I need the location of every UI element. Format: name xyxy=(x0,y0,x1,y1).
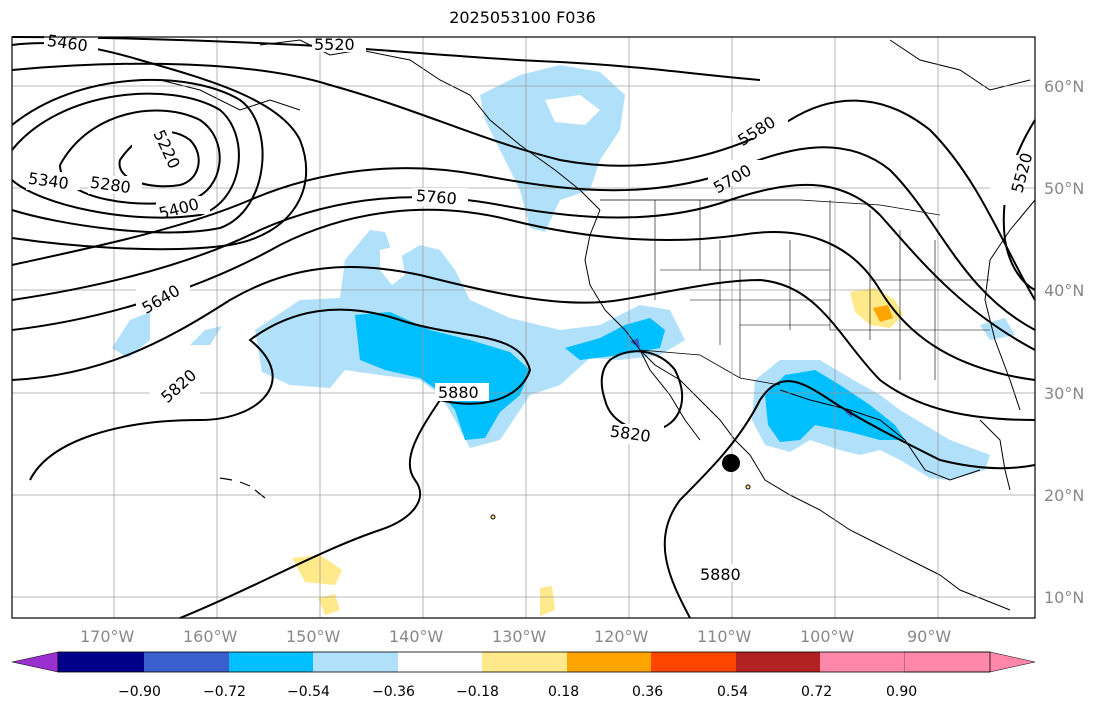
contour-layer xyxy=(11,36,1036,619)
lat-label: 60°N xyxy=(1044,77,1085,96)
shade-light-blue-east xyxy=(980,318,1015,340)
lon-label: 160°W xyxy=(183,627,238,646)
contour-5280 xyxy=(59,109,221,205)
islands-hawaii xyxy=(219,477,266,499)
colorbar-tick: 0.72 xyxy=(801,684,833,700)
colorbar-bin xyxy=(144,652,229,672)
shade-light-blue-west2 xyxy=(190,326,222,345)
contour-5520-east xyxy=(1002,119,1036,291)
colorbar xyxy=(11,651,1036,673)
colorbar-tick: 0.54 xyxy=(717,684,749,700)
colorbar-tick: 0.90 xyxy=(886,684,918,700)
shade-light-blue-west xyxy=(112,312,150,358)
lon-label: 100°W xyxy=(800,627,855,646)
gridlines xyxy=(12,37,1035,618)
shade-yellow-hawaii2 xyxy=(318,594,340,615)
colorbar-bin xyxy=(229,652,313,672)
map-frame xyxy=(11,36,1036,619)
coast-baja xyxy=(639,349,701,441)
shade-yellow-south xyxy=(540,586,555,616)
contour-5520 xyxy=(11,36,761,81)
shade-white-gap-alaska xyxy=(545,95,600,125)
coast-alaska xyxy=(259,39,601,211)
colorbar-bin xyxy=(651,652,736,672)
colorbar-tick: 0.18 xyxy=(548,684,580,700)
island-small1 xyxy=(490,514,496,520)
lon-label: 130°W xyxy=(492,627,547,646)
shade-yellow-hawaii1 xyxy=(292,555,342,585)
shade-white-gap-pacific xyxy=(380,245,405,285)
coast-hudson xyxy=(889,39,1031,91)
lat-label: 20°N xyxy=(1044,486,1085,505)
colorbar-tick: 0.36 xyxy=(632,684,664,700)
lat-label: 30°N xyxy=(1044,384,1085,403)
lon-label: 170°W xyxy=(80,627,135,646)
coast-alaska-south xyxy=(159,79,301,111)
colorbar-tick: −0.18 xyxy=(456,684,499,700)
contour-label: 5880 xyxy=(700,565,741,584)
colorbar-tick: −0.36 xyxy=(372,684,415,700)
contour-5700 xyxy=(11,183,1036,351)
colorbar-tick: −0.90 xyxy=(118,684,161,700)
coast-florida xyxy=(979,419,1011,491)
lon-label: 90°W xyxy=(907,627,952,646)
colorbar-extend-left xyxy=(11,651,59,673)
contour-label: 5880 xyxy=(438,383,479,402)
contour-5880 xyxy=(29,308,532,619)
shade-deep-blue-pacific xyxy=(355,312,530,440)
storm-marker-icon xyxy=(722,454,740,472)
island-small2 xyxy=(745,484,751,490)
colorbar-extend-right xyxy=(903,651,1036,673)
contour-5460 xyxy=(11,42,308,251)
colorbar-bin xyxy=(567,652,651,672)
lon-label: 150°W xyxy=(286,627,341,646)
shade-orange-plains xyxy=(873,305,893,322)
colorbar-bin xyxy=(58,652,144,672)
contour-5340 xyxy=(11,92,240,219)
contour-5880-east xyxy=(663,380,1036,619)
contour-5760 xyxy=(11,208,1036,381)
coast-east xyxy=(984,199,1036,411)
contour-label-bg xyxy=(26,34,1020,582)
border-us-mexico xyxy=(639,349,781,386)
coastline-layer xyxy=(159,39,1036,611)
chart-title: 2025053100 F036 xyxy=(449,8,596,27)
lat-label: 10°N xyxy=(1044,588,1085,607)
colorbar-bin xyxy=(398,652,482,672)
lon-label: 140°W xyxy=(389,627,444,646)
colorbar-tick: −0.72 xyxy=(203,684,246,700)
contour-label: 5520 xyxy=(314,35,355,54)
colorbar-tick: −0.54 xyxy=(287,684,330,700)
contour-5820 xyxy=(11,266,1036,421)
coast-gulf xyxy=(779,389,981,481)
contour-5400 xyxy=(11,78,264,234)
lat-label: 40°N xyxy=(1044,281,1085,300)
border-canada-us xyxy=(600,199,941,216)
colorbar-bin xyxy=(482,652,567,672)
coast-central-america xyxy=(939,574,1011,611)
lon-label: 120°W xyxy=(594,627,649,646)
colorbar-bin xyxy=(313,652,398,672)
contour-5580 xyxy=(11,62,1036,301)
lon-label: 110°W xyxy=(697,627,752,646)
colorbar-frame xyxy=(57,651,991,673)
lat-label: 50°N xyxy=(1044,179,1085,198)
contour-label: 5760 xyxy=(415,186,457,208)
contour-5640 xyxy=(11,146,1036,331)
colorbar-bin xyxy=(820,652,904,672)
colorbar-bin xyxy=(736,652,820,672)
shade-light-blue-pacific xyxy=(255,230,685,448)
